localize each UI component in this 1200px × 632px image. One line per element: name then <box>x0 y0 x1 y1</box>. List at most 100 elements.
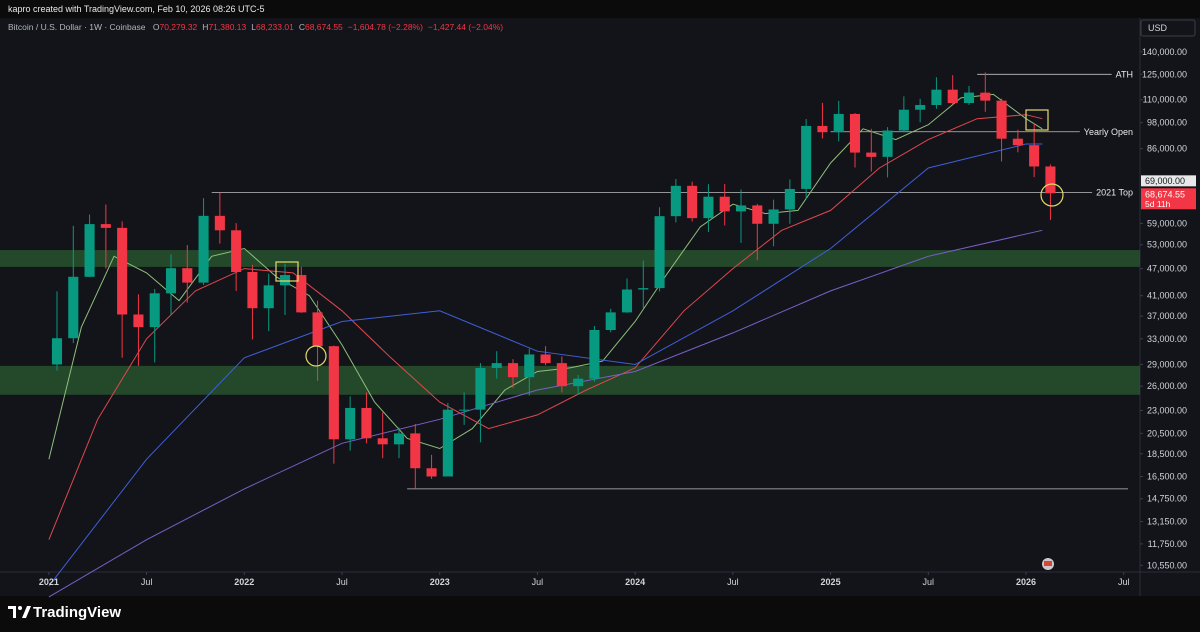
candle-body <box>801 125 812 189</box>
brand: TradingView <box>33 604 121 621</box>
symbol-title: Bitcoin / U.S. Dollar · 1W · Coinbase <box>8 22 146 32</box>
candle-body <box>345 407 356 440</box>
x-tick-label: Jul <box>141 577 153 587</box>
candle-body <box>426 468 437 477</box>
candles <box>51 72 1056 489</box>
candle-body <box>296 275 307 313</box>
x-tick-label: Jul <box>336 577 348 587</box>
x-tick-label: Jul <box>923 577 935 587</box>
candle-body <box>915 105 926 110</box>
y-tick-label: 33,000.00 <box>1147 334 1187 344</box>
candle-body <box>670 185 681 217</box>
highlight-circle <box>1040 183 1064 207</box>
candle-body <box>719 196 730 212</box>
candle-body <box>817 125 828 133</box>
candle-body <box>752 205 763 224</box>
symbol-readout: Bitcoin / U.S. Dollar · 1W · Coinbase O7… <box>8 22 503 32</box>
credit: kapro created with TradingView.com, Feb … <box>8 4 265 14</box>
x-tick-label: 2024 <box>625 577 645 587</box>
price-sublabel: 5d 11h <box>1145 199 1171 209</box>
y-tick-label: 86,000.00 <box>1147 144 1187 154</box>
candle-body <box>133 314 144 328</box>
candle-body <box>165 268 177 294</box>
moving-averages <box>48 93 1043 598</box>
x-tick-label: 2026 <box>1016 577 1036 587</box>
y-tick-label: 140,000.00 <box>1142 47 1187 57</box>
candle-body <box>442 409 453 477</box>
candle-body <box>589 329 600 379</box>
readout-value: 68,233.01 <box>256 22 294 32</box>
candle-body <box>410 433 421 469</box>
candle-body <box>996 100 1007 139</box>
candle-body <box>963 92 975 103</box>
y-tick-label: 11,750.00 <box>1148 539 1187 549</box>
candle-body <box>931 89 942 106</box>
x-tick-label: Jul <box>1118 577 1130 587</box>
y-tick-label: 37,000.00 <box>1147 311 1187 321</box>
candle-body <box>784 188 795 210</box>
candle-body <box>361 407 372 439</box>
readout-prefix: L <box>251 22 256 32</box>
y-tick-label: 29,000.00 <box>1147 359 1187 369</box>
y-tick-label: 47,000.00 <box>1147 264 1187 274</box>
brand-logo <box>8 606 31 618</box>
candle-body <box>312 312 323 347</box>
chart-background <box>0 18 1200 596</box>
candle-body <box>866 152 877 157</box>
footer-bar <box>0 596 1200 632</box>
currency-box <box>1140 19 1196 37</box>
candle-body <box>149 293 160 328</box>
candle-body <box>882 130 893 157</box>
candle-body <box>117 227 128 315</box>
candle-body <box>100 224 111 228</box>
x-tick-label: 2021 <box>39 577 59 587</box>
candle-body <box>556 363 567 387</box>
y-tick-label: 41,000.00 <box>1147 291 1187 301</box>
y-tick-label: 59,000.00 <box>1147 218 1187 228</box>
candle-body <box>377 438 388 445</box>
candle-body <box>198 215 209 283</box>
candle-body <box>182 268 193 283</box>
candle-body <box>654 216 665 289</box>
candle-body <box>247 272 258 309</box>
candle-body <box>687 185 698 219</box>
x-tick-label: Jul <box>532 577 544 587</box>
moving-average-line <box>48 114 1043 540</box>
y-tick-label: 20,500.00 <box>1147 428 1187 438</box>
zones <box>0 250 1140 395</box>
y-tick-label: 26,000.00 <box>1147 381 1187 391</box>
y-tick-label: 53,000.00 <box>1147 240 1187 250</box>
candle-body <box>475 367 486 410</box>
y-tick-label: 13,150.00 <box>1147 517 1187 527</box>
readout-value: 68,674.55 <box>304 22 343 32</box>
candle-body <box>68 276 79 339</box>
highlight-box <box>1025 109 1049 131</box>
level-label: ATH <box>1116 69 1133 79</box>
annotations <box>275 109 1064 367</box>
candle-body <box>459 409 470 411</box>
readout-prefix: C <box>298 22 305 32</box>
moving-average-line <box>48 229 1043 598</box>
y-tick-label: 14,750.00 <box>1147 494 1187 504</box>
y-tick-label: 110,000.00 <box>1143 95 1187 105</box>
moving-average-line <box>48 143 1043 587</box>
candle-body <box>768 209 779 224</box>
candle-body <box>328 346 339 440</box>
price-label: 68,674.55 <box>1145 189 1185 199</box>
candle-body <box>947 89 958 103</box>
readout-value: 71,380.13 <box>208 22 247 32</box>
candle-body <box>638 288 649 290</box>
axes: 140,000.00 125,000.00 110,000.00 98,000.00 8… <box>39 47 1196 587</box>
level-label: Yearly Open <box>1084 127 1133 137</box>
readout-prefix: H <box>202 22 209 32</box>
support-zone <box>0 250 1140 267</box>
x-tick-label: 2023 <box>430 577 450 587</box>
top-bar <box>0 0 1200 18</box>
y-tick-label: 125,000.00 <box>1142 69 1187 79</box>
x-tick-label: Jul <box>727 577 739 587</box>
candle-body <box>573 378 584 387</box>
candle-body <box>524 354 535 378</box>
highlight-circle <box>305 345 327 367</box>
